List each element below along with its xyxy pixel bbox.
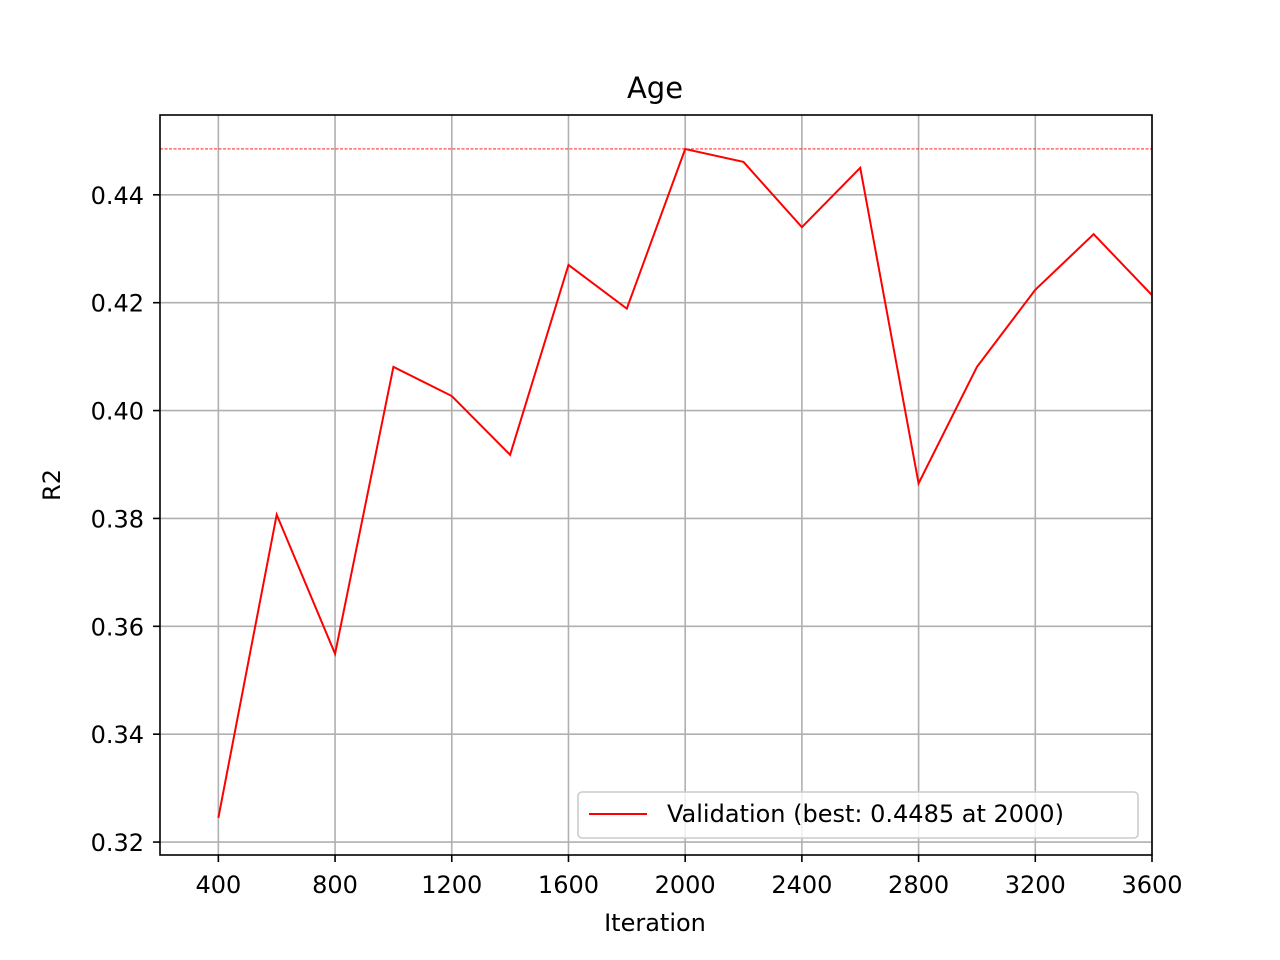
y-tick-label: 0.34 xyxy=(91,721,144,749)
x-tick-label: 1600 xyxy=(538,871,599,899)
axes-frame xyxy=(159,114,1153,856)
x-tick-label: 2800 xyxy=(888,871,949,899)
legend: Validation (best: 0.4485 at 2000) xyxy=(577,791,1139,839)
x-axis-label: Iteration xyxy=(604,909,706,937)
x-tick-label: 800 xyxy=(312,871,358,899)
x-tick-label: 400 xyxy=(195,871,241,899)
chart-title: Age xyxy=(627,71,683,105)
y-tick-label: 0.44 xyxy=(91,182,144,210)
y-tick-label: 0.40 xyxy=(91,398,144,426)
x-tick-label: 2400 xyxy=(771,871,832,899)
x-axis-ticks: 400 800 1200 1600 2000 2400 2800 3200 3600 xyxy=(195,855,1183,899)
x-tick-label: 2000 xyxy=(655,871,716,899)
grid xyxy=(160,115,1153,855)
y-axis-ticks: 0.32 0.34 0.36 0.38 0.40 0.42 0.44 xyxy=(91,182,160,857)
x-tick-label: 1200 xyxy=(421,871,482,899)
legend-label: Validation (best: 0.4485 at 2000) xyxy=(667,800,1064,828)
x-tick-label: 3600 xyxy=(1121,871,1182,899)
x-tick-label: 3200 xyxy=(1005,871,1066,899)
y-tick-label: 0.38 xyxy=(91,505,144,533)
legend-box xyxy=(577,791,1139,839)
y-tick-label: 0.42 xyxy=(91,290,144,318)
y-tick-label: 0.32 xyxy=(91,829,144,857)
y-tick-label: 0.36 xyxy=(91,613,144,641)
y-axis-label: R2 xyxy=(38,469,66,501)
